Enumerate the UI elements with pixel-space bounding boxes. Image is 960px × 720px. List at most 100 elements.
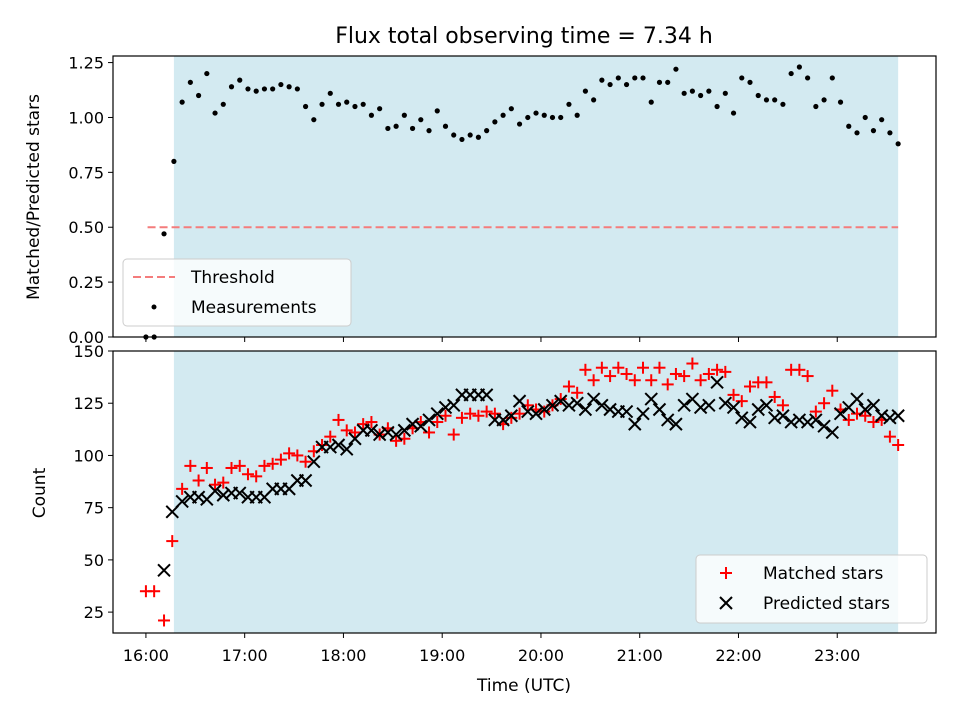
predicted-star-point <box>175 494 189 509</box>
measurement-point <box>698 92 704 99</box>
legend-measurements-label: Measurements <box>191 298 317 318</box>
predicted-star-point <box>776 409 790 423</box>
matched-star-point <box>562 380 575 393</box>
matched-star-point <box>455 411 468 424</box>
matched-star-point <box>645 374 658 387</box>
predicted-star-point <box>809 413 823 427</box>
predicted-star-point <box>636 406 650 421</box>
predicted-star-point <box>545 398 560 413</box>
matched-star-point <box>488 407 501 420</box>
matched-star-point <box>266 457 279 470</box>
predicted-star-point <box>833 406 848 421</box>
predicted-star-point <box>660 413 675 427</box>
legend-matched-label: Matched stars <box>763 564 883 584</box>
matched-star-point <box>357 418 370 431</box>
measurement-point <box>525 114 531 121</box>
matched-star-point <box>637 361 650 374</box>
measurement-point <box>714 103 720 110</box>
matched-star-point <box>439 409 452 422</box>
measurement-point <box>385 125 391 132</box>
measurement-point <box>475 134 482 140</box>
measurement-point <box>640 75 646 81</box>
legend-threshold-label: Threshold <box>190 268 275 288</box>
matched-star-point <box>480 405 493 418</box>
measurement-point <box>360 101 366 107</box>
measurement-point <box>689 88 695 94</box>
predicted-star-point <box>743 415 757 429</box>
predicted-star-point <box>521 404 535 419</box>
legend-bottom: Matched stars Predicted stars <box>695 554 928 624</box>
top-y-tick-label: 0.50 <box>68 218 104 237</box>
matched-star-point <box>538 405 551 418</box>
measurement-point <box>887 130 893 136</box>
matched-star-point <box>200 461 213 474</box>
predicted-star-point <box>364 423 379 438</box>
matched-star-point <box>148 585 161 598</box>
predicted-star-point <box>397 423 412 438</box>
matched-star-point <box>719 365 732 378</box>
predicted-star-point <box>496 413 510 427</box>
matched-star-point <box>579 363 592 376</box>
predicted-star-point <box>529 406 543 421</box>
predicted-star-point <box>208 484 222 498</box>
matched-star-point <box>776 399 789 412</box>
predicted-star-point <box>389 427 403 442</box>
matched-star-point <box>620 367 633 380</box>
measurement-point <box>245 86 251 92</box>
matched-star-point <box>801 370 814 383</box>
predicted-star-point <box>652 402 667 417</box>
measurement-point <box>582 88 589 94</box>
matched-star-point <box>365 416 378 429</box>
measurement-point <box>566 101 572 107</box>
predicted-star-point <box>767 411 782 425</box>
measurement-point <box>813 103 819 110</box>
measurement-point <box>294 86 300 92</box>
matched-star-point <box>505 411 518 424</box>
measurement-point <box>278 81 284 88</box>
measurement-point <box>500 112 506 118</box>
predicted-star-point <box>422 413 436 427</box>
bottom-y-tick-label: 25 <box>84 603 104 622</box>
matched-star-point <box>818 397 831 410</box>
predicted-star-point <box>479 388 494 402</box>
matched-star-point <box>694 374 707 387</box>
predicted-star-point <box>586 392 601 406</box>
measurement-point <box>632 75 638 81</box>
measurement-point <box>533 110 539 116</box>
legend-predicted-label: Predicted stars <box>763 594 890 614</box>
measurement-point <box>467 132 473 138</box>
matched-star-point <box>464 407 477 420</box>
matched-star-point <box>809 405 822 418</box>
measurement-point <box>220 101 226 107</box>
measurement-point <box>879 117 885 123</box>
predicted-star-point <box>578 402 593 417</box>
bottom-y-tick-label: 100 <box>73 446 104 465</box>
legend-bottom-box <box>695 554 928 624</box>
matched-star-point <box>571 386 584 399</box>
measurement-point <box>516 121 523 127</box>
measurement-point <box>772 97 778 103</box>
top-y-tick-label: 1.25 <box>68 54 104 73</box>
matched-star-point <box>217 476 230 489</box>
x-axis-label: Time (UTC) <box>476 676 571 696</box>
measurement-point <box>821 97 827 103</box>
measurement-point <box>484 128 490 134</box>
measurement-point <box>665 79 671 85</box>
predicted-star-point <box>430 406 444 421</box>
predicted-star-point <box>307 455 321 469</box>
matched-star-point <box>324 430 337 443</box>
predicted-star-point <box>570 396 584 410</box>
legend-top: Threshold Measurements <box>122 258 352 327</box>
measurement-point <box>335 101 342 107</box>
measurement-point <box>739 75 745 81</box>
predicted-star-point <box>233 486 247 500</box>
matched-star-point <box>225 461 238 474</box>
predicted-star-point <box>216 488 230 502</box>
matched-star-point <box>472 409 485 422</box>
matched-star-point <box>859 409 872 422</box>
predicted-star-point <box>438 400 453 415</box>
measurement-point <box>179 99 185 105</box>
predicted-star-point <box>372 427 387 442</box>
measurement-point <box>673 66 679 72</box>
